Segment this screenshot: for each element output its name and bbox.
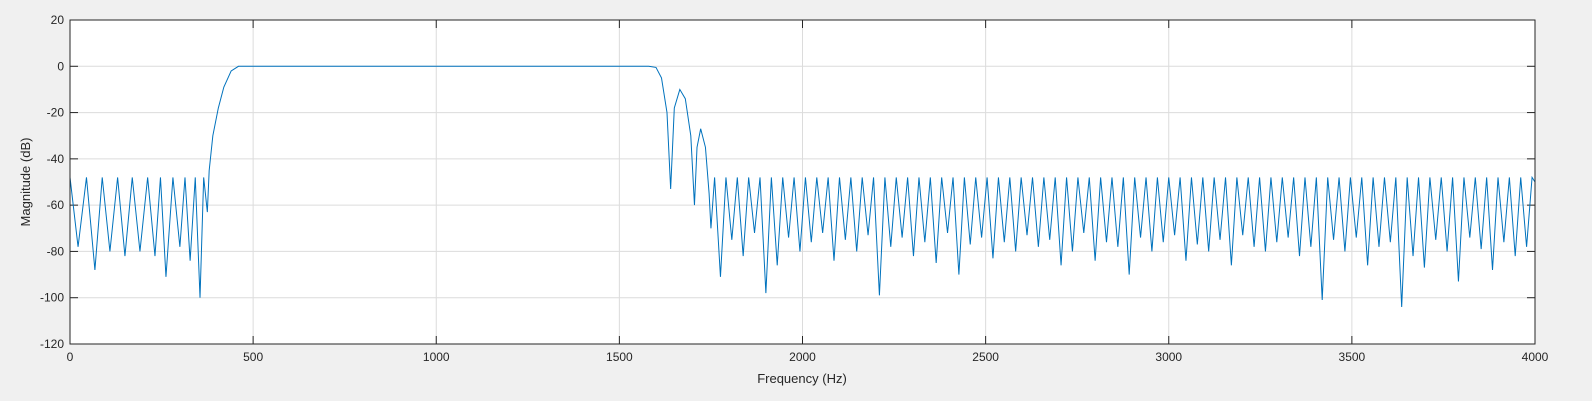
y-tick-label: -40: [47, 152, 65, 166]
y-tick-label: 0: [57, 59, 64, 73]
y-tick-label: -20: [47, 106, 65, 120]
y-tick-label: -100: [40, 291, 64, 305]
x-tick-label: 2000: [789, 350, 816, 364]
x-tick-label: 1000: [423, 350, 450, 364]
plot-frame: [69, 19, 1536, 345]
x-axis-label: Frequency (Hz): [757, 371, 847, 386]
x-tick-label: 3500: [1339, 350, 1366, 364]
y-tick-label: -60: [47, 198, 65, 212]
line-series: [69, 65, 1536, 307]
x-tick-label: 2500: [972, 350, 999, 364]
x-tick-label: 3000: [1155, 350, 1182, 364]
y-tick-label: -120: [40, 337, 64, 351]
x-tick-label: 1500: [606, 350, 633, 364]
x-tick-label: 4000: [1522, 350, 1549, 364]
y-tick-label: -80: [47, 244, 65, 258]
x-tick-label: 500: [243, 350, 263, 364]
x-tick-label: 0: [67, 350, 74, 364]
y-tick-label: 20: [51, 13, 65, 27]
y-axis-label: Magnitude (dB): [18, 138, 33, 227]
